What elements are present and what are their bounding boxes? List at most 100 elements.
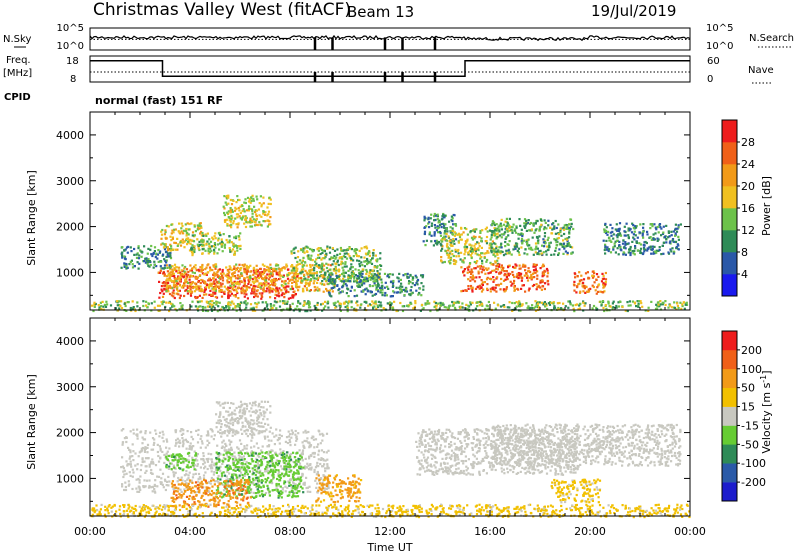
data-cell (169, 257, 173, 260)
data-cell (161, 436, 164, 439)
data-cell (264, 275, 267, 278)
data-cell (592, 275, 595, 278)
data-cell (250, 450, 253, 453)
data-cell (269, 202, 272, 206)
data-cell (245, 273, 248, 276)
data-cell (356, 300, 359, 303)
data-cell (249, 270, 252, 273)
power-data (90, 194, 689, 313)
data-cell (547, 302, 550, 305)
data-cell (242, 265, 245, 268)
data-cell (189, 283, 192, 286)
data-cell (245, 460, 248, 464)
data-cell (227, 194, 230, 197)
data-cell (303, 300, 306, 303)
data-cell (611, 227, 614, 230)
data-cell (631, 240, 634, 243)
data-cell (637, 302, 640, 305)
data-cell (181, 440, 185, 443)
data-cell (309, 273, 312, 276)
data-cell (344, 261, 347, 264)
data-cell (490, 251, 493, 254)
data-cell (658, 248, 661, 251)
data-cell (596, 286, 599, 289)
data-cell (496, 253, 499, 256)
data-cell (297, 308, 300, 311)
data-cell (274, 289, 277, 292)
data-cell (309, 268, 312, 271)
data-cell (639, 243, 643, 246)
data-cell (682, 301, 685, 304)
data-cell (210, 435, 213, 438)
data-cell (665, 238, 668, 241)
data-cell (573, 284, 576, 287)
data-cell (196, 463, 199, 466)
data-cell (320, 248, 323, 251)
data-cell (364, 260, 367, 263)
data-cell (508, 240, 511, 243)
data-cell (255, 429, 258, 432)
data-cell (302, 431, 305, 434)
data-cell (292, 481, 295, 484)
data-cell (299, 271, 302, 274)
data-cell (295, 286, 299, 289)
data-cell (261, 445, 264, 448)
data-cell (454, 238, 458, 241)
data-cell (531, 307, 534, 310)
data-cell (260, 430, 263, 433)
data-cell (440, 304, 443, 307)
data-cell (105, 300, 108, 303)
data-cell (241, 263, 244, 267)
data-cell (399, 301, 402, 305)
data-cell (181, 304, 184, 307)
data-cell (513, 285, 516, 288)
data-cell (179, 294, 182, 297)
data-cell (463, 274, 466, 277)
data-cell (496, 252, 499, 255)
data-cell (668, 235, 671, 238)
data-cell (626, 301, 629, 304)
data-cell (490, 233, 493, 237)
data-cell (291, 281, 294, 284)
data-cell (202, 306, 205, 309)
data-cell (498, 250, 501, 253)
data-cell (291, 264, 294, 267)
data-cell (602, 277, 605, 280)
data-cell (609, 231, 612, 234)
data-cell (344, 262, 347, 265)
data-cell (514, 247, 517, 250)
data-cell (502, 254, 506, 257)
data-cell (353, 295, 356, 298)
data-cell (489, 287, 492, 290)
data-cell (198, 248, 201, 252)
data-cell (235, 305, 238, 308)
data-cell (603, 248, 606, 252)
data-cell (197, 280, 200, 283)
data-cell (464, 249, 467, 252)
data-cell (193, 248, 196, 252)
data-cell (316, 248, 319, 251)
data-cell (280, 289, 283, 292)
data-cell (475, 276, 478, 279)
data-cell (493, 221, 496, 224)
data-cell (328, 289, 331, 292)
data-cell (187, 233, 190, 236)
data-cell (197, 226, 200, 229)
data-cell (127, 446, 130, 449)
data-cell (268, 270, 272, 273)
data-cell (340, 260, 343, 263)
data-cell (150, 460, 153, 464)
data-cell (266, 467, 269, 470)
data-cell (129, 449, 132, 452)
data-cell (460, 233, 463, 236)
data-cell (526, 306, 529, 310)
data-cell (435, 304, 438, 307)
data-cell (368, 276, 371, 279)
data-cell (138, 254, 141, 257)
data-cell (348, 255, 351, 258)
data-cell (441, 240, 444, 243)
data-cell (543, 239, 546, 242)
data-cell (284, 267, 287, 270)
data-cell (547, 219, 550, 222)
data-cell (144, 257, 147, 260)
